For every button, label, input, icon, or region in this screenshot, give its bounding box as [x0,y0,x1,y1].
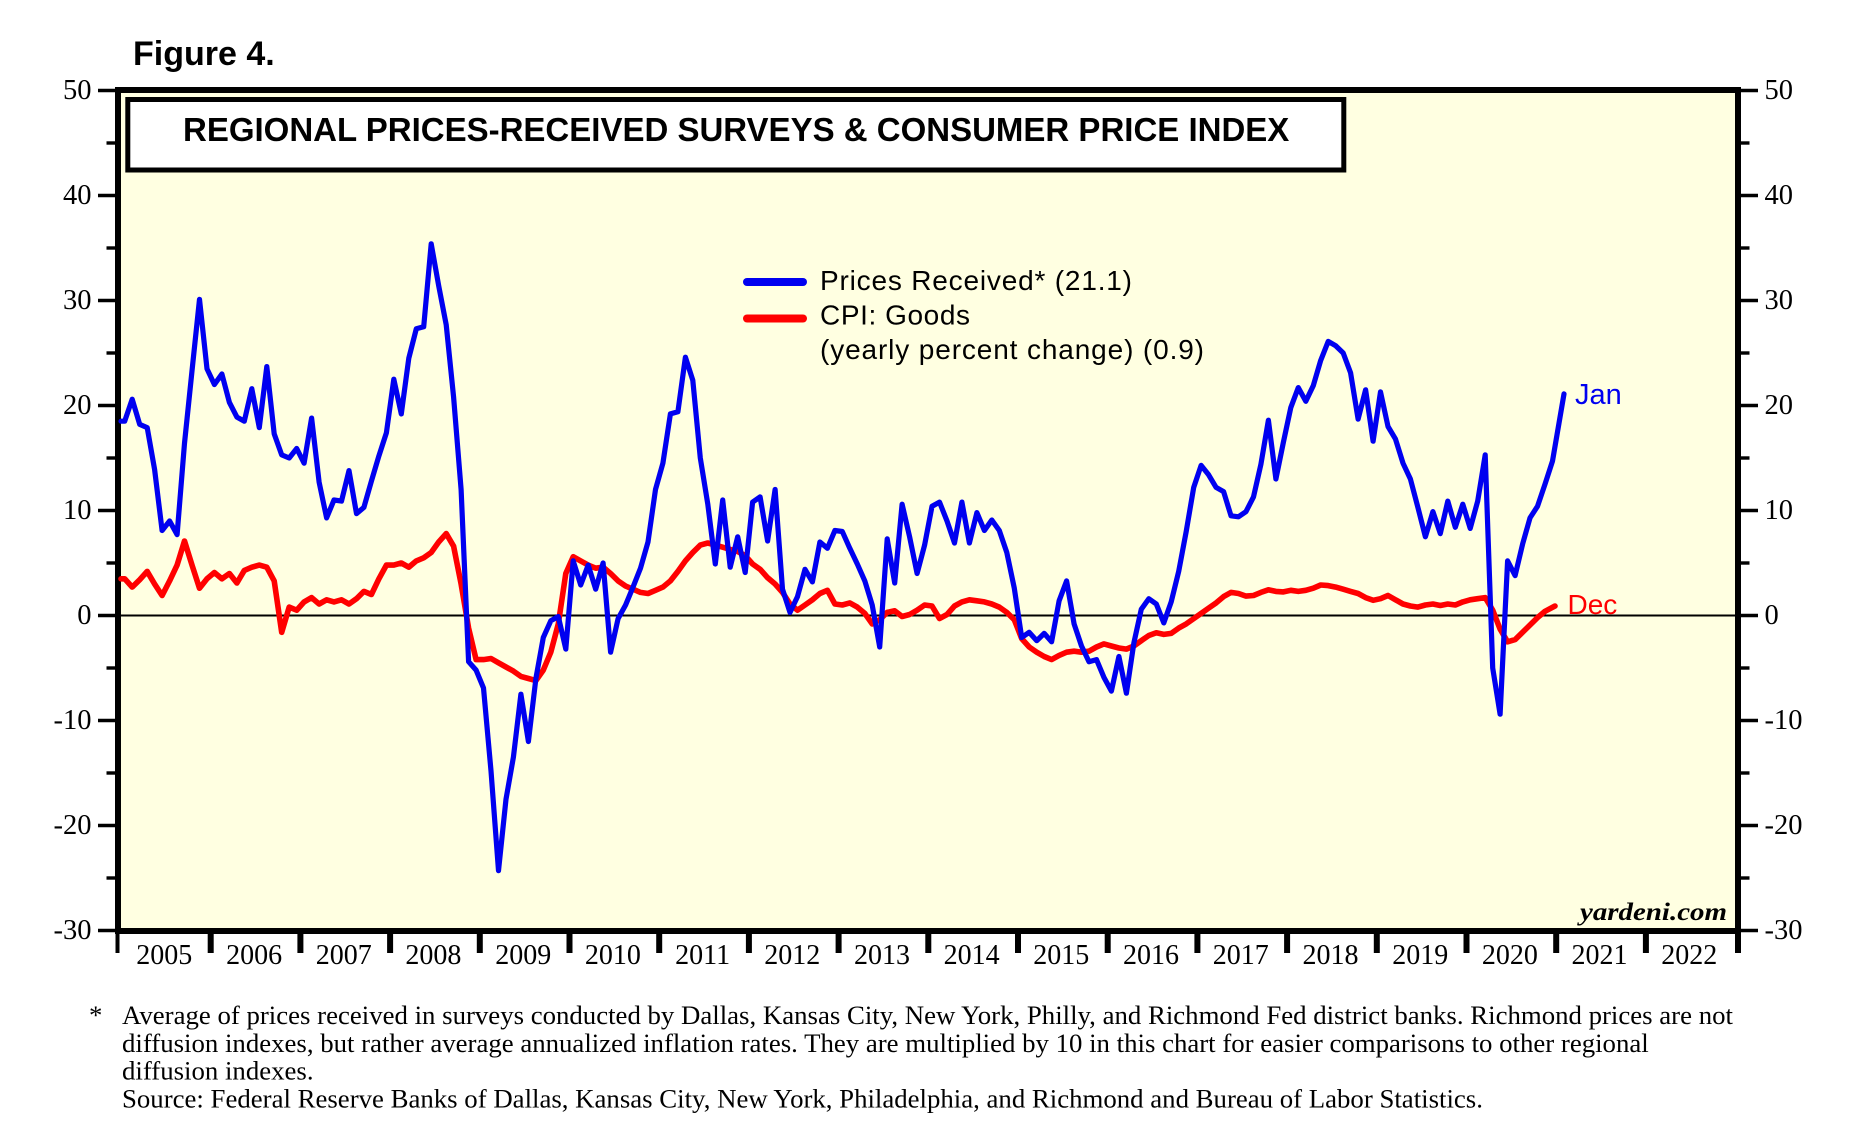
svg-text:2012: 2012 [764,940,820,971]
svg-text:-10: -10 [1765,705,1803,736]
svg-text:-10: -10 [54,705,92,736]
svg-text:-30: -30 [1765,915,1803,946]
svg-text:diffusion indexes.: diffusion indexes. [122,1056,314,1086]
svg-text:2009: 2009 [495,940,551,971]
svg-text:2013: 2013 [854,940,910,971]
svg-text:2020: 2020 [1482,940,1538,971]
svg-text:20: 20 [1765,390,1794,421]
svg-text:*: * [89,1000,102,1030]
svg-text:-30: -30 [54,915,92,946]
svg-text:0: 0 [77,600,91,631]
svg-text:2017: 2017 [1213,940,1269,971]
svg-text:10: 10 [1765,495,1794,526]
svg-text:-20: -20 [1765,810,1803,841]
svg-text:50: 50 [63,75,92,106]
svg-text:diffusion indexes, but rather: diffusion indexes, but rather average an… [122,1028,1649,1058]
svg-text:2022: 2022 [1661,940,1717,971]
svg-text:Prices Received* (21.1): Prices Received* (21.1) [820,265,1132,296]
svg-text:40: 40 [63,180,92,211]
svg-text:40: 40 [1765,180,1794,211]
svg-text:Dec: Dec [1568,589,1618,620]
svg-text:2008: 2008 [405,940,461,971]
svg-text:Average of prices received in: Average of prices received in surveys co… [122,1000,1733,1030]
svg-text:-20: -20 [54,810,92,841]
svg-text:30: 30 [63,285,92,316]
svg-text:2011: 2011 [675,940,730,971]
svg-text:50: 50 [1765,75,1794,106]
svg-text:2016: 2016 [1123,940,1179,971]
svg-text:Jan: Jan [1575,379,1622,411]
svg-text:2021: 2021 [1572,940,1628,971]
svg-text:2007: 2007 [316,940,372,971]
svg-text:REGIONAL PRICES-RECEIVED SURVE: REGIONAL PRICES-RECEIVED SURVEYS & CONSU… [183,111,1289,148]
svg-text:10: 10 [63,495,92,526]
svg-text:Source: Federal Reserve Banks: Source: Federal Reserve Banks of Dallas,… [122,1083,1483,1113]
svg-text:Figure 4.: Figure 4. [133,35,275,73]
svg-text:2010: 2010 [585,940,641,971]
svg-text:2006: 2006 [226,940,282,971]
svg-text:20: 20 [63,390,92,421]
svg-text:0: 0 [1765,600,1779,631]
svg-text:CPI: Goods: CPI: Goods [820,300,970,331]
svg-text:30: 30 [1765,285,1794,316]
svg-text:(yearly percent change) (0.9): (yearly percent change) (0.9) [820,334,1204,365]
svg-text:2018: 2018 [1303,940,1359,971]
svg-text:2014: 2014 [944,940,1000,971]
svg-text:2015: 2015 [1033,940,1089,971]
svg-text:yardeni.com: yardeni.com [1577,899,1727,926]
svg-text:2005: 2005 [136,940,192,971]
svg-text:2019: 2019 [1392,940,1448,971]
